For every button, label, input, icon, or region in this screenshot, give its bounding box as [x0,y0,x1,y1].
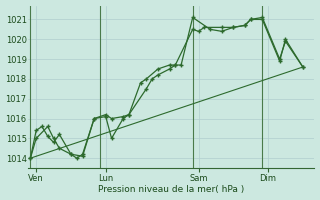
X-axis label: Pression niveau de la mer( hPa ): Pression niveau de la mer( hPa ) [98,185,244,194]
